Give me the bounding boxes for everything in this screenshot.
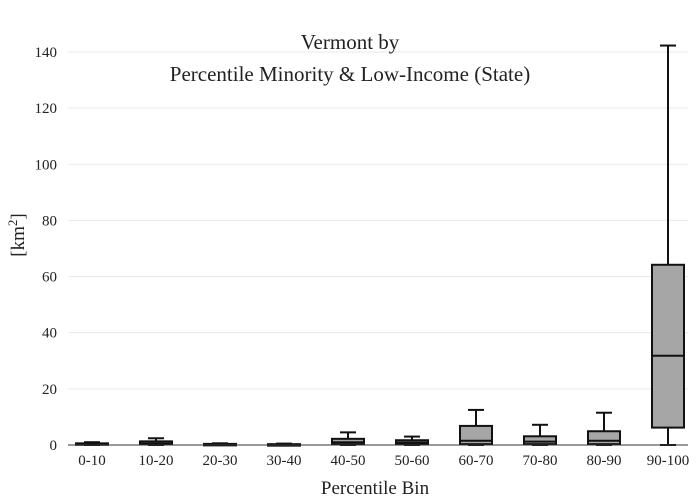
box-10-20 bbox=[139, 437, 173, 446]
box-80-90 bbox=[587, 411, 621, 446]
x-tick-layer: 0-10 10-20 20-30 30-40 40-50 50-60 60-70 70-80 8… bbox=[78, 453, 689, 469]
grid-layer bbox=[68, 51, 688, 390]
box-90-100 bbox=[651, 44, 685, 446]
y-tick-label-100: 100 bbox=[35, 157, 58, 173]
box-layer bbox=[75, 44, 685, 447]
y-tick-label-120: 120 bbox=[35, 101, 58, 117]
box-40-50 bbox=[331, 431, 365, 446]
box-50-60 bbox=[395, 435, 429, 446]
iqr-box-70-80 bbox=[523, 435, 557, 446]
box-60-70 bbox=[459, 408, 493, 446]
iqr-box-80-90 bbox=[587, 430, 621, 446]
y-tick-label-0: 0 bbox=[50, 438, 58, 454]
chart-subtitle: Percentile Minority & Low-Income (State) bbox=[170, 62, 530, 86]
y-tick-label-80: 80 bbox=[42, 213, 57, 229]
iqr-box-60-70 bbox=[459, 424, 493, 446]
y-axis-label: [km2] bbox=[5, 213, 29, 256]
y-tick-layer: 0 20 40 60 80 100 120 140 bbox=[35, 45, 58, 454]
y-tick-label-140: 140 bbox=[35, 45, 58, 61]
x-tick-label-0-10: 0-10 bbox=[78, 453, 106, 469]
x-tick-label-70-80: 70-80 bbox=[523, 453, 558, 469]
x-tick-label-20-30: 20-30 bbox=[203, 453, 238, 469]
y-tick-label-20: 20 bbox=[42, 382, 57, 398]
x-tick-label-60-70: 60-70 bbox=[459, 453, 494, 469]
x-tick-label-80-90: 80-90 bbox=[587, 453, 622, 469]
x-tick-label-40-50: 40-50 bbox=[331, 453, 366, 469]
x-tick-label-30-40: 30-40 bbox=[267, 453, 302, 469]
iqr-box-90-100 bbox=[651, 263, 685, 429]
x-axis-label: Percentile Bin bbox=[321, 478, 430, 499]
x-tick-label-90-100: 90-100 bbox=[647, 453, 690, 469]
x-tick-label-50-60: 50-60 bbox=[395, 453, 430, 469]
chart-title: Vermont by bbox=[301, 30, 400, 54]
box-70-80 bbox=[523, 423, 557, 446]
y-tick-label-60: 60 bbox=[42, 270, 57, 286]
y-tick-label-40: 40 bbox=[42, 326, 57, 342]
x-tick-label-10-20: 10-20 bbox=[139, 453, 174, 469]
